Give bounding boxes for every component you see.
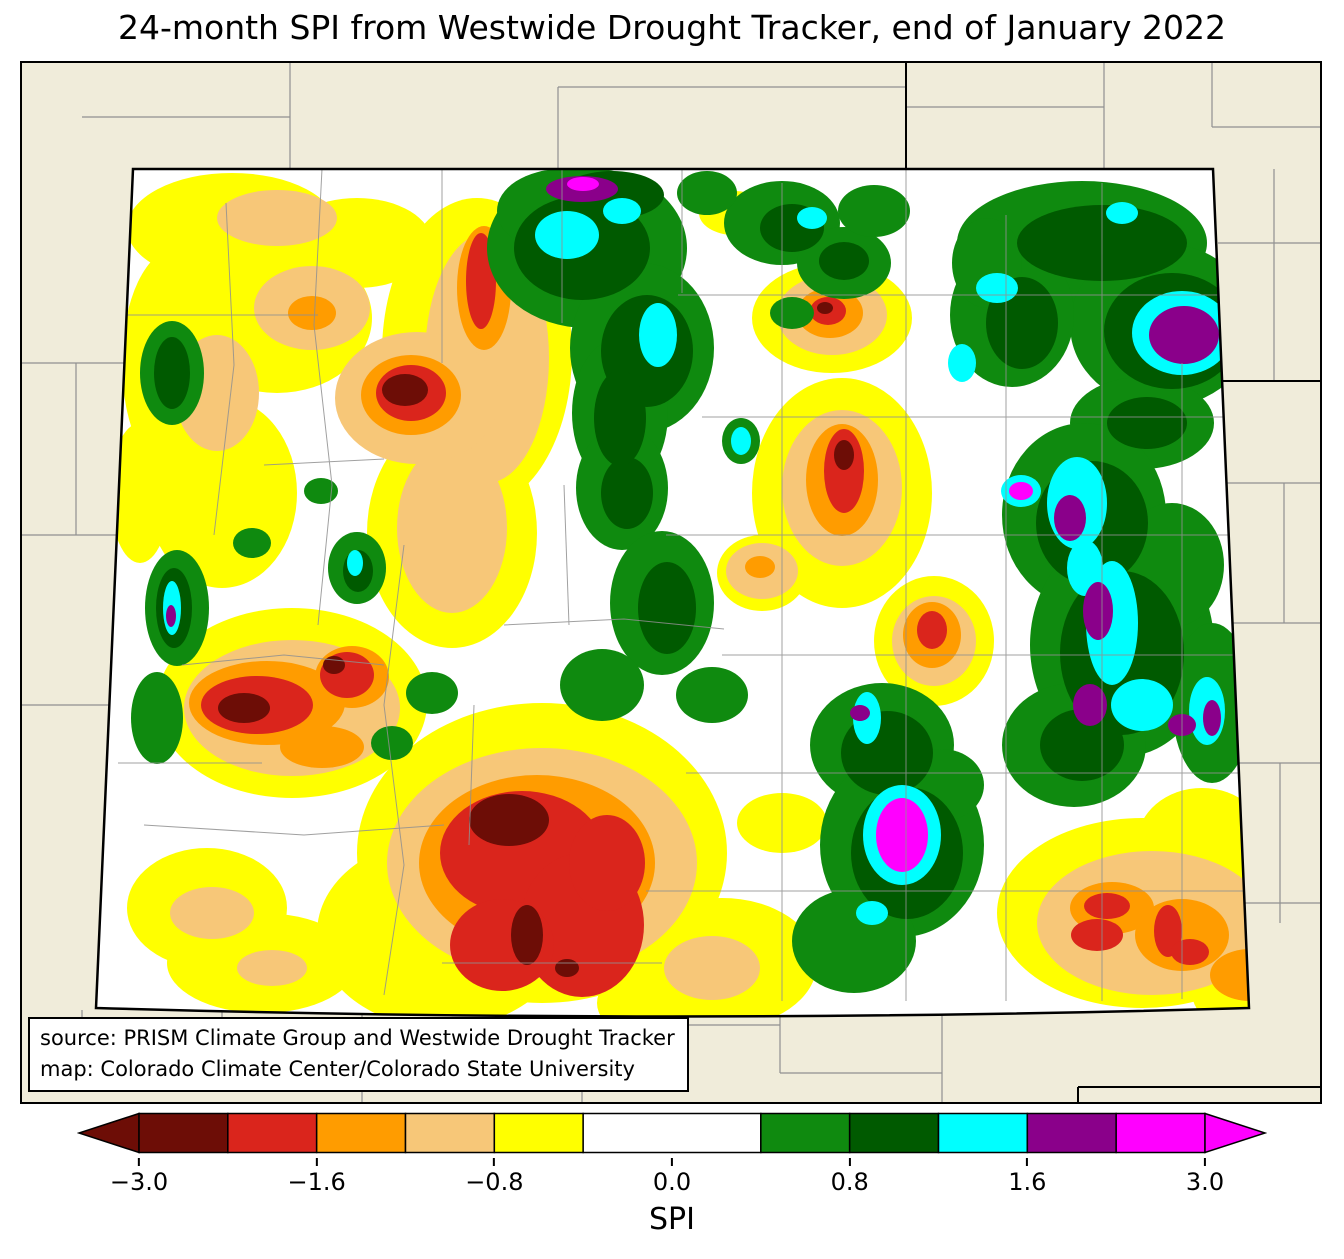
tick-label: 1.6 [1008,1168,1047,1196]
figure-title: 24-month SPI from Westwide Drought Track… [117,8,1227,47]
colorbar-tick: −3.0 [110,1158,168,1196]
map-panel: source: PRISM Climate Group and Westwide… [20,61,1322,1104]
colorado-spi-map [22,63,1320,1102]
wet-anomaly-regions [131,169,1249,993]
source-line-1: source: PRISM Climate Group and Westwide… [40,1026,675,1051]
colorbar-tick: −0.8 [465,1158,523,1196]
tick-label: −1.6 [287,1168,346,1196]
tick-label: 0.8 [830,1168,869,1196]
colorbar-ticks: −3.0 −1.6 −0.8 0.0 0.8 1.6 3.0 [77,1158,1267,1202]
tick-mark [1203,1158,1206,1166]
tick-mark [138,1158,140,1166]
colorbar-tick: −1.6 [288,1158,346,1196]
tick-mark [1026,1158,1029,1166]
colorado-state-border [94,167,1251,1018]
colorbar-tick: 1.6 [1008,1158,1046,1196]
tick-mark [670,1158,673,1166]
source-box: source: PRISM Climate Group and Westwide… [28,1017,689,1092]
colorbar-tick: 3.0 [1186,1158,1224,1196]
colorbar: −3.0 −1.6 −0.8 0.0 0.8 1.6 3.0 SPI [0,1112,1344,1237]
neighbor-state-borders [905,63,1320,1102]
tick-label: 3.0 [1185,1168,1225,1196]
colorbar-tick: 0.0 [653,1158,691,1196]
tick-label: −0.8 [465,1168,524,1196]
colorbar-scale [76,1112,1268,1154]
tick-label: −3.0 [109,1168,169,1196]
colorado-county-lines [118,169,1249,1001]
colorbar-tick: 0.8 [831,1158,869,1196]
tick-mark [493,1158,496,1166]
source-line-2: map: Colorado Climate Center/Colorado St… [40,1056,635,1081]
colorbar-bar [76,1112,1268,1158]
tick-mark [848,1158,851,1166]
tick-mark [315,1158,318,1166]
tick-label: 0.0 [652,1168,692,1196]
colorbar-axis-label: SPI [649,1202,695,1237]
